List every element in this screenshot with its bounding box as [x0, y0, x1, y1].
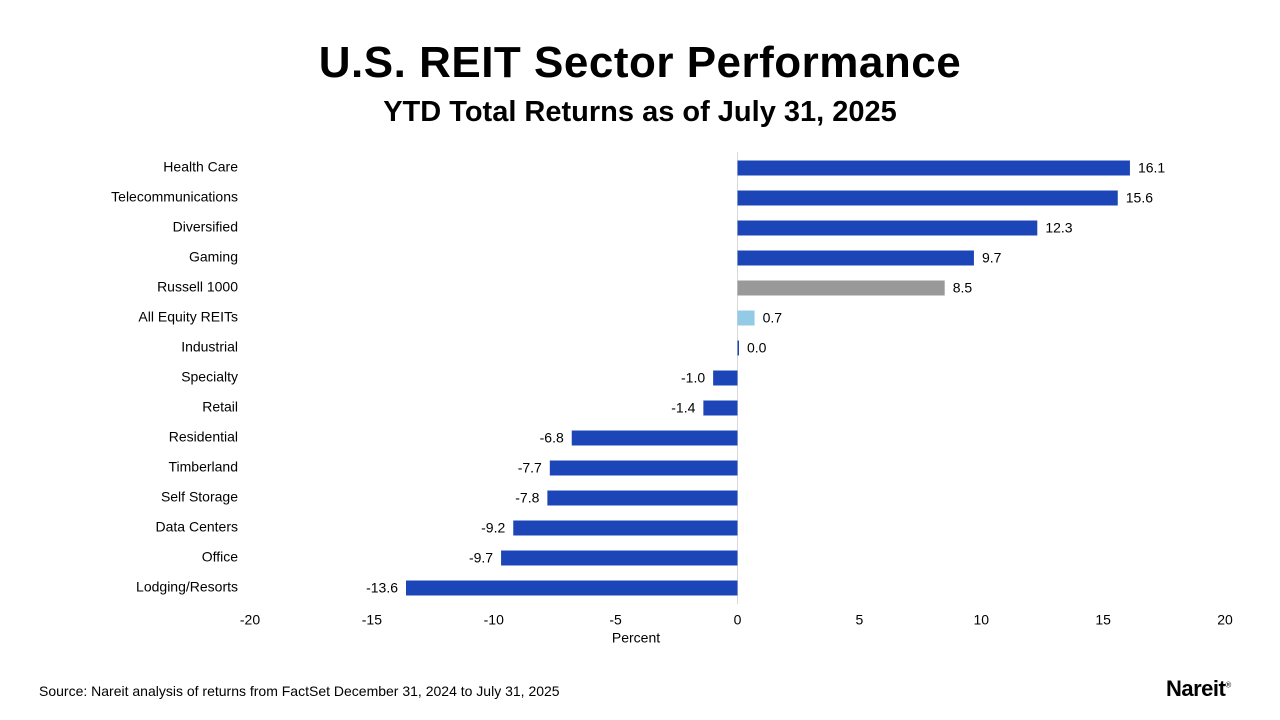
value-label: -6.8	[540, 430, 564, 446]
bar	[547, 490, 738, 506]
value-label: 15.6	[1126, 190, 1153, 206]
x-axis-title: Percent	[612, 630, 660, 646]
category-label: Specialty	[181, 369, 238, 385]
bar	[501, 550, 738, 566]
x-tick-label: 15	[1095, 612, 1111, 628]
value-label: -7.7	[518, 460, 542, 476]
x-tick-label: -10	[484, 612, 504, 628]
value-label: -1.0	[681, 370, 705, 386]
bar	[737, 220, 1038, 236]
registered-mark: ®	[1225, 680, 1231, 690]
category-label: Residential	[169, 429, 238, 445]
chart-title: U.S. REIT Sector Performance	[318, 38, 962, 87]
value-label: -7.8	[515, 490, 539, 506]
category-label: Diversified	[173, 219, 238, 235]
value-label: -9.2	[481, 520, 505, 536]
x-tick-label: -20	[240, 612, 260, 628]
value-label: -1.4	[671, 400, 695, 416]
value-label: 8.5	[953, 280, 973, 296]
x-tick-label: 5	[855, 612, 863, 628]
category-label: All Equity REITs	[138, 309, 238, 325]
bar	[737, 160, 1130, 176]
bar	[737, 250, 974, 266]
bar	[571, 430, 738, 446]
bar	[737, 310, 755, 326]
bar	[737, 340, 739, 356]
value-label: 0.0	[747, 340, 767, 356]
bar	[737, 280, 945, 296]
category-label: Telecommunications	[111, 189, 238, 205]
x-tick-label: -5	[609, 612, 622, 628]
category-label: Self Storage	[161, 489, 238, 505]
category-label: Health Care	[163, 159, 238, 175]
logo-text: Nareit	[1166, 676, 1226, 701]
bar	[549, 460, 738, 476]
category-label: Lodging/Resorts	[136, 579, 238, 595]
value-label: -13.6	[366, 580, 398, 596]
category-label: Industrial	[181, 339, 238, 355]
bar	[703, 400, 738, 416]
bar	[713, 370, 738, 386]
bar	[406, 580, 738, 596]
value-label: 12.3	[1045, 220, 1072, 236]
category-label: Office	[202, 549, 239, 565]
nareit-logo: Nareit®	[1166, 676, 1231, 702]
x-tick-label: -15	[362, 612, 382, 628]
value-label: -9.7	[469, 550, 493, 566]
value-label: 9.7	[982, 250, 1002, 266]
x-tick-label: 0	[734, 612, 742, 628]
category-label: Timberland	[168, 459, 238, 475]
value-label: 16.1	[1138, 160, 1165, 176]
bar	[513, 520, 738, 536]
category-label: Retail	[202, 399, 238, 415]
category-label: Russell 1000	[157, 279, 238, 295]
category-label: Data Centers	[156, 519, 238, 535]
chart-subtitle: YTD Total Returns as of July 31, 2025	[383, 96, 897, 128]
x-tick-label: 20	[1217, 612, 1233, 628]
category-label: Gaming	[189, 249, 238, 265]
source-note: Source: Nareit analysis of returns from …	[39, 683, 560, 699]
value-label: 0.7	[763, 310, 783, 326]
bar	[737, 190, 1118, 206]
x-tick-label: 10	[973, 612, 989, 628]
